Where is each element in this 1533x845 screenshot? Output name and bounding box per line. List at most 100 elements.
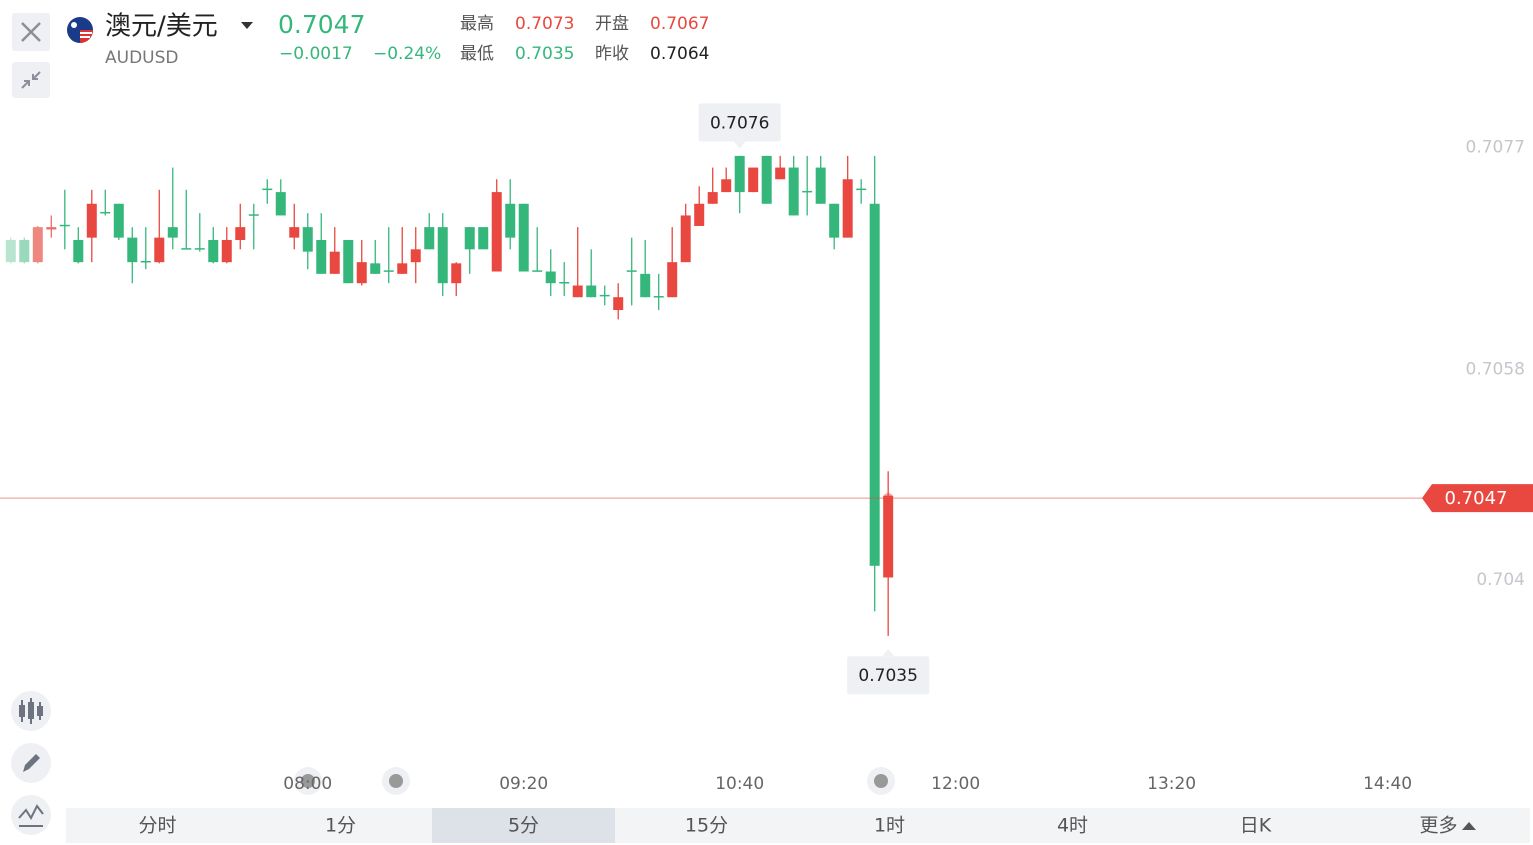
candle-body: [113, 203, 124, 238]
extreme-pointer: [882, 649, 895, 657]
candle: [707, 167, 718, 204]
candle-body: [262, 188, 273, 191]
candle: [613, 283, 624, 320]
candle-body: [464, 227, 475, 250]
candle-body: [545, 271, 556, 284]
candle-body: [424, 227, 435, 250]
candle-body: [734, 155, 745, 193]
x-tick-label: 09:20: [499, 774, 548, 794]
candle-body: [208, 239, 219, 263]
candle-body: [410, 249, 421, 263]
candle-body: [815, 167, 826, 204]
tab[interactable]: 更多: [1419, 815, 1457, 837]
candle-body: [235, 227, 246, 240]
x-tick-label: 13:20: [1147, 774, 1196, 794]
tab[interactable]: 4时: [1057, 815, 1088, 837]
candle: [316, 213, 327, 274]
stat-value: 0.7073: [515, 14, 574, 34]
candle: [262, 179, 273, 204]
more-arrow: [1462, 822, 1476, 830]
candle-body: [599, 294, 610, 297]
symbol-name[interactable]: 澳元/美元: [105, 12, 218, 42]
candle-body: [100, 211, 111, 214]
symbol-code: AUDUSD: [105, 48, 179, 68]
candle: [640, 239, 651, 298]
candle-body: [73, 239, 84, 263]
flag-icon: [67, 17, 93, 43]
candle-body: [640, 273, 651, 298]
candle-body: [680, 215, 691, 263]
candle: [815, 155, 826, 204]
candle-body: [613, 297, 624, 311]
candle-body: [721, 179, 732, 193]
tab[interactable]: 1分: [325, 815, 356, 837]
candle-type-button[interactable]: [11, 691, 51, 731]
candle-body: [559, 282, 570, 284]
candle: [329, 227, 340, 274]
candle: [194, 213, 205, 252]
dropdown-arrow[interactable]: [241, 22, 253, 29]
candle-body: [626, 270, 637, 272]
candle: [532, 227, 543, 272]
candle-body: [505, 203, 516, 238]
candle: [505, 179, 516, 250]
candle: [167, 167, 178, 250]
draw-button[interactable]: [11, 743, 51, 783]
price-change-pct: −0.24%: [373, 44, 441, 64]
scroll-marker-dot: [389, 774, 403, 788]
extreme-label: 0.7035: [858, 666, 917, 686]
tab[interactable]: 5分: [508, 815, 539, 837]
candle: [248, 203, 259, 250]
candle: [73, 227, 84, 264]
candle: [154, 189, 165, 264]
candle: [721, 167, 732, 193]
candle: [19, 237, 30, 264]
candle-body: [302, 227, 313, 252]
candle: [86, 189, 97, 263]
candle: [181, 189, 192, 250]
candle: [491, 179, 502, 272]
candle-body: [775, 167, 786, 180]
indicator-button[interactable]: [11, 795, 51, 835]
y-tick-label: 0.7077: [1466, 138, 1525, 158]
tab-bar: [66, 808, 1530, 843]
tab[interactable]: 1时: [874, 815, 905, 837]
last-price-tag: [1422, 484, 1533, 513]
tab[interactable]: 15分: [685, 815, 728, 837]
shrink-button[interactable]: [12, 62, 50, 98]
scroll-marker-dot: [301, 774, 315, 788]
price-change: −0.0017: [279, 44, 353, 64]
candle-body: [856, 188, 867, 191]
last-price: 0.7047: [278, 10, 365, 39]
candle-body: [707, 192, 718, 204]
candle: [802, 155, 813, 216]
candle: [464, 227, 475, 274]
candle-body: [667, 262, 678, 298]
candle-body: [694, 203, 705, 226]
candle-body: [383, 270, 394, 272]
tab[interactable]: 分时: [138, 815, 176, 837]
candle: [653, 273, 664, 311]
candle-body: [572, 285, 583, 298]
candle: [451, 262, 462, 297]
candle: [32, 225, 43, 264]
candle: [437, 213, 448, 297]
candle-body: [437, 227, 448, 284]
candle: [208, 227, 219, 264]
stat-label: 最低: [460, 44, 494, 64]
candle-body: [518, 203, 529, 272]
candle: [46, 215, 57, 238]
stat-label: 昨收: [595, 44, 629, 64]
candle-body: [275, 192, 286, 216]
tab[interactable]: 日K: [1240, 815, 1272, 837]
candle: [572, 227, 583, 298]
close-button[interactable]: [12, 13, 50, 51]
candle: [856, 179, 867, 204]
last-price-label: 0.7047: [1445, 488, 1508, 509]
candle-body: [46, 227, 57, 230]
candle: [343, 239, 354, 284]
candle-body: [19, 239, 30, 263]
candle: [829, 203, 840, 250]
candle-body: [748, 167, 759, 193]
extreme-box: [698, 103, 781, 142]
